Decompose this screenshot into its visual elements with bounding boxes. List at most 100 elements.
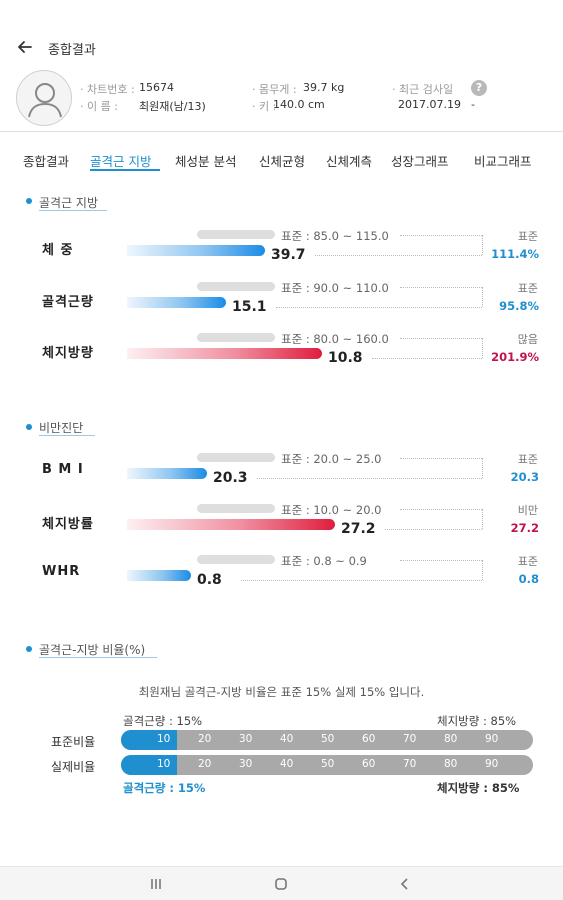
standard-range-text: 표준 : 80.0 ~ 160.0 [281,332,389,346]
page-title: 종합결과 [48,43,96,58]
tab-2[interactable]: 체성분 분석 [175,154,237,169]
name-value: 최원재(남/13) [139,100,206,113]
dotted-guide [372,358,482,359]
dotted-guide [400,235,482,236]
standard-range-text: 표준 : 85.0 ~ 115.0 [281,229,389,243]
tab-4[interactable]: 신체계측 [326,154,373,169]
status-text: 많음 [517,333,538,346]
back-arrow-icon[interactable] [14,36,36,58]
system-back-icon[interactable] [398,877,412,891]
standard-range-bar [197,282,275,291]
value-bar [127,519,335,530]
tab-1[interactable]: 골격근 지방 [90,154,152,169]
status-text: 비만 [517,504,538,517]
ratio-tick: 70 [403,733,417,745]
recent-exam-date[interactable]: 2017.07.19 [398,98,461,111]
tab-3[interactable]: 신체균형 [259,154,306,169]
section-bullet [26,198,32,204]
chart-number-value: 15674 [139,81,174,94]
row-value: 27.2 [341,521,376,537]
ratio-tick: 50 [321,758,335,770]
standard-range-bar [197,453,275,462]
section-bullet [26,424,32,430]
dotted-guide [482,287,483,307]
section-title-ratio: 골격근-지방 비율(%) [39,643,146,657]
standard-range-bar [197,333,275,342]
section-bullet [26,646,32,652]
tab-0[interactable]: 종합결과 [23,154,70,169]
actual-ratio-label: 실제비율 [51,760,96,774]
standard-range-text: 표준 : 20.0 ~ 25.0 [281,452,382,466]
ratio-tick: 60 [362,758,376,770]
recent-exam-label: · 최근 검사일 [392,83,454,96]
ratio-tick: 30 [239,758,253,770]
value-bar [127,468,207,479]
dotted-guide [482,338,483,358]
actual-ratio-bar: 10 20 30 40 50 60 70 80 90 [121,755,533,775]
value-bar [127,297,226,308]
dotted-guide [315,255,482,256]
percent-text: 27.2 [510,521,539,535]
dotted-guide [241,580,482,581]
section-title-obesity: 비만진단 [39,421,84,435]
ratio-tick: 40 [280,758,294,770]
row-value: 10.8 [328,350,363,366]
actual-muscle-ratio: 골격근량 : 15% [123,781,206,795]
percent-text: 20.3 [510,470,539,484]
row-label: 체 중 [42,243,74,258]
ratio-tick: 20 [198,758,212,770]
actual-fat-ratio: 체지방량 : 85% [437,781,520,795]
help-icon[interactable]: ? [471,80,487,96]
standard-ratio-label: 표준비율 [51,735,96,749]
percent-text: 201.9% [491,350,539,364]
dotted-guide [257,478,482,479]
status-text: 표준 [517,555,538,568]
standard-range-bar [197,230,275,239]
ratio-tick: 90 [485,758,499,770]
tab-5[interactable]: 성장그래프 [391,154,449,169]
dotted-guide [400,338,482,339]
row-value: 0.8 [197,572,222,588]
value-bar [127,348,322,359]
ratio-tick: 50 [321,733,335,745]
ratio-tick: 80 [444,733,458,745]
recent-exam-dropdown-icon[interactable]: - [471,98,475,111]
dotted-guide [276,307,482,308]
dotted-guide [400,458,482,459]
percent-text: 0.8 [518,572,539,586]
ratio-tick: 20 [198,733,212,745]
tab-6[interactable]: 비교그래프 [474,154,532,169]
row-label: 체지방량 [42,346,94,361]
row-label: B M I [42,462,84,477]
dotted-guide [385,529,482,530]
system-navigation-bar [0,866,563,900]
avatar [16,70,72,126]
recent-apps-icon[interactable] [149,877,163,891]
height-value: 140.0 cm [273,98,325,111]
row-value: 15.1 [232,299,267,315]
standard-muscle-ratio: 골격근량 : 15% [123,714,203,728]
ratio-description: 최원재님 골격근-지방 비율은 표준 15% 실제 15% 입니다. [138,685,425,699]
dotted-guide [400,287,482,288]
percent-text: 95.8% [499,299,539,313]
actual-ratio-fill [121,755,177,775]
standard-fat-ratio: 체지방량 : 85% [437,714,517,728]
ratio-tick: 70 [403,758,417,770]
ratio-tick: 10 [157,733,171,745]
row-label: 골격근량 [42,295,94,310]
status-text: 표준 [517,453,538,466]
percent-text: 111.4% [491,247,539,261]
row-value: 39.7 [271,247,306,263]
row-label: 체지방률 [42,517,94,532]
dotted-guide [482,458,483,478]
home-icon[interactable] [274,877,288,891]
name-label: · 이 름 : [80,100,118,113]
section-underline [39,435,95,436]
active-tab-underline [90,169,160,171]
section-underline [39,210,107,211]
dotted-guide [482,560,483,580]
ratio-tick: 60 [362,733,376,745]
standard-range-text: 표준 : 0.8 ~ 0.9 [281,554,367,568]
height-label: · 키 : [252,100,277,113]
dotted-guide [482,235,483,255]
